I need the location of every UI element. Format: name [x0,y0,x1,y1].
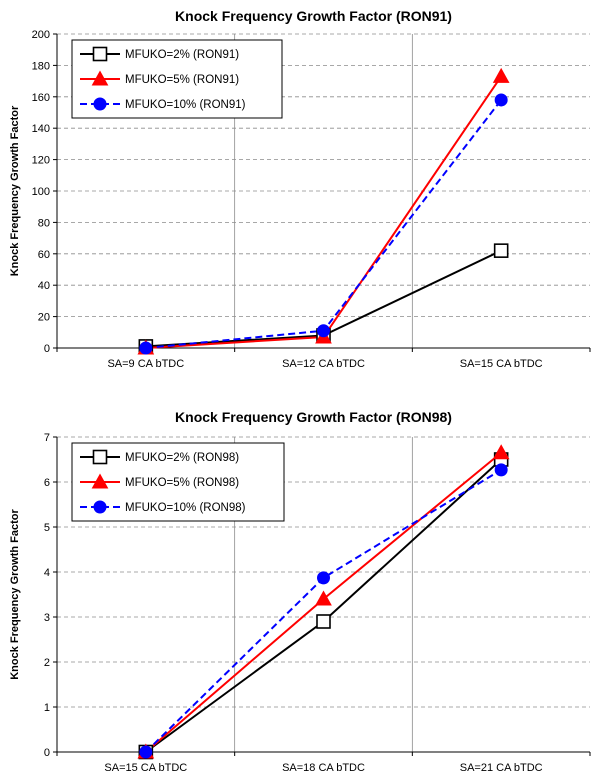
y-tick-label: 180 [32,60,50,72]
data-point [494,93,508,107]
data-point [492,67,510,83]
legend-marker [92,46,108,62]
legend-label: MFUKO=5% (RON98) [125,477,239,489]
data-point [317,324,330,338]
series-line [145,99,502,349]
data-point [493,243,509,258]
legend-label: MFUKO=2% (RON98) [125,452,239,464]
x-tick-label: SA=21 CA bTDC [460,762,543,774]
y-axis-label: Knock Frequency Growth Factor [9,105,21,276]
legend-marker [93,97,107,111]
legend-marker [91,70,109,86]
chart-ron91: 0 20 40 60 80 100 120 140 160 180 200 SA=9 CA bTDC S… [9,8,591,370]
y-tick-label: 0 [44,747,50,759]
legend-label: MFUKO=10% (RON98) [125,502,246,514]
x-tick-label: SA=15 CA bTDC [460,358,543,370]
y-tick-label: 7 [44,432,50,444]
data-point [315,590,332,606]
y-tick-label: 3 [44,612,50,624]
data-point [139,745,153,759]
chart-ron98: 0 1 2 3 4 5 6 7 SA=15 CA bTDC SA=18 CA bTDC SA=21 … [9,409,591,774]
legend-marker [93,500,107,514]
y-tick-label: 2 [44,657,50,669]
y-tick-label: 140 [32,123,50,135]
y-tick-label: 6 [44,477,50,489]
legend-label: MFUKO=10% (RON91) [125,99,246,111]
chart-title: Knock Frequency Growth Factor (RON91) [175,8,452,24]
y-tick-label: 60 [38,249,50,261]
x-tick-label: SA=15 CA bTDC [104,762,187,774]
y-tick-label: 1 [44,702,50,714]
data-point [494,463,508,477]
y-tick-label: 100 [32,186,50,198]
legend-marker [91,473,109,489]
x-tick-label: SA=18 CA bTDC [282,762,365,774]
chart-title: Knock Frequency Growth Factor (RON98) [175,409,452,425]
y-axis-label: Knock Frequency Growth Factor [9,509,21,680]
y-tick-label: 200 [32,29,50,41]
data-point [139,341,153,355]
legend-marker [92,449,108,465]
data-point [492,444,510,460]
y-tick-label: 0 [44,343,50,355]
y-tick-label: 4 [44,567,50,579]
y-tick-label: 20 [38,312,50,324]
x-tick-label: SA=12 CA bTDC [282,358,365,370]
y-tick-label: 160 [32,92,50,104]
x-tick-label: SA=9 CA bTDC [107,358,184,370]
y-tick-label: 80 [38,217,50,229]
legend-label: MFUKO=5% (RON91) [125,74,239,86]
y-tick-label: 40 [38,280,50,292]
y-tick-label: 5 [44,522,50,534]
data-point [316,614,331,629]
y-tick-label: 120 [32,155,50,167]
data-point [317,571,330,585]
legend-label: MFUKO=2% (RON91) [125,49,239,61]
